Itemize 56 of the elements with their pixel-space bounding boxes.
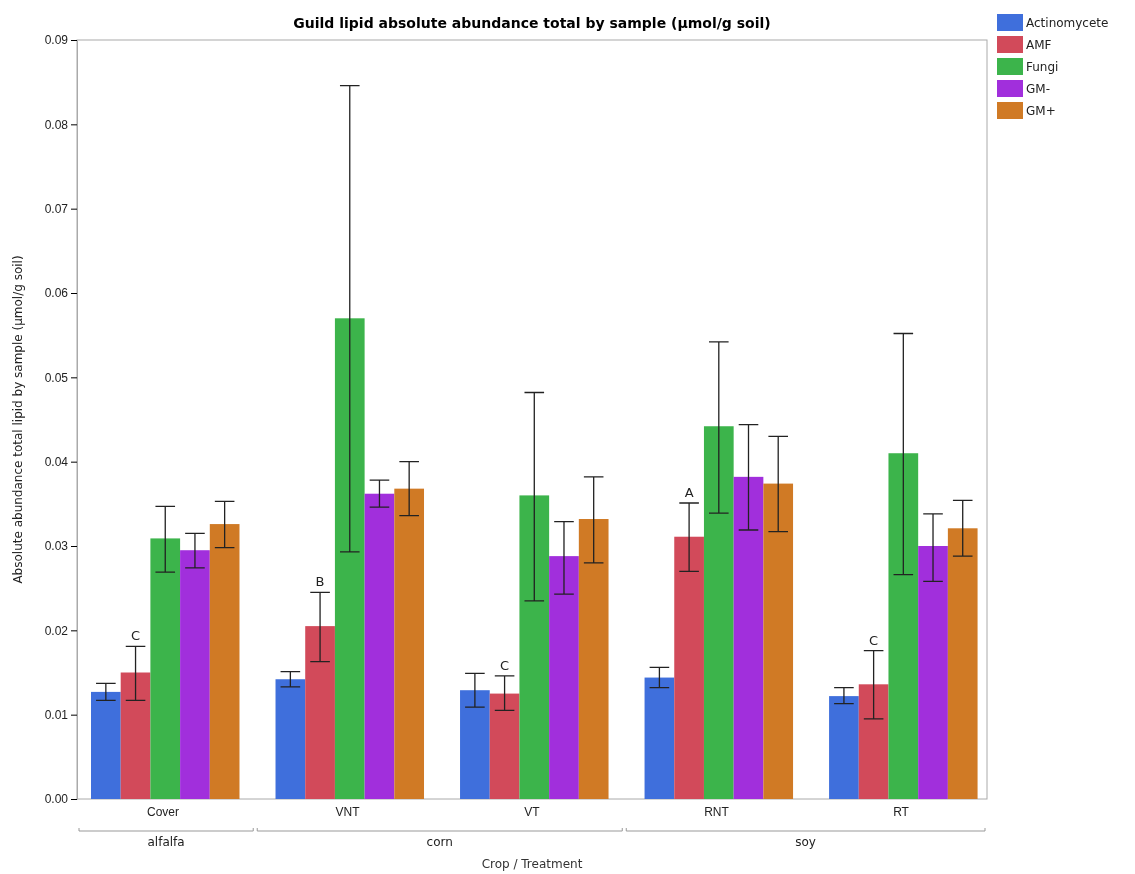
y-tick-label: 0.03	[44, 539, 69, 554]
annotation: C	[869, 632, 879, 648]
bar	[674, 536, 704, 799]
annotation: C	[131, 628, 141, 644]
y-tick-label: 0.09	[44, 33, 69, 48]
x-tick-label: RNT	[704, 804, 730, 819]
text: corn	[426, 835, 453, 849]
bar	[460, 690, 490, 799]
y-axis-title: Absolute abundance total lipid by sample (µmol/g soil)	[11, 255, 25, 584]
bar	[733, 476, 764, 799]
bar	[209, 524, 240, 799]
annotation: C	[500, 657, 510, 673]
bar	[489, 693, 520, 799]
x-tick-label: Cover	[146, 804, 179, 819]
bar	[703, 426, 734, 799]
bar	[578, 519, 609, 799]
x-tick-label: VNT	[335, 804, 361, 819]
bar	[150, 538, 181, 799]
y-tick-label: 0.06	[44, 286, 69, 301]
bar	[519, 495, 550, 799]
bar	[888, 453, 919, 799]
bar	[549, 556, 579, 799]
legend-label: AMF	[1026, 38, 1052, 52]
y-tick-label: 0.00	[44, 792, 69, 807]
bar	[918, 546, 948, 799]
bar	[858, 684, 889, 799]
legend-label: Fungi	[1026, 60, 1059, 74]
bar	[829, 696, 859, 799]
y-tick-label: 0.01	[44, 708, 69, 723]
bar	[364, 493, 395, 799]
bar	[275, 679, 306, 799]
y-tick-label: 0.04	[44, 455, 69, 470]
y-tick-label: 0.07	[44, 202, 69, 217]
legend-label: GM+	[1026, 104, 1056, 118]
bar	[91, 691, 121, 799]
annotation: A	[684, 484, 694, 500]
x-axis-title: Crop / Treatment	[481, 857, 583, 871]
y-tick-label: 0.05	[44, 370, 69, 385]
bar	[394, 488, 425, 799]
chart-title: Guild lipid absolute abundance total by sample (µmol/g soil)	[293, 15, 771, 31]
legend-label: Actinomycete	[1026, 16, 1109, 30]
bar	[763, 483, 794, 799]
x-tick-label: VT	[524, 804, 541, 819]
legend-label: GM-	[1026, 82, 1050, 96]
bar	[947, 528, 978, 799]
y-tick-label: 0.02	[44, 623, 69, 638]
bar	[644, 677, 675, 799]
bar	[180, 550, 210, 799]
text: soy	[795, 835, 816, 849]
x-tick-label: RT	[893, 804, 910, 819]
bar	[334, 318, 365, 799]
annotation: B	[315, 574, 325, 590]
text: alfalfa	[147, 835, 185, 849]
y-tick-label: 0.08	[44, 117, 69, 132]
bar	[120, 672, 151, 799]
bar	[305, 626, 335, 799]
